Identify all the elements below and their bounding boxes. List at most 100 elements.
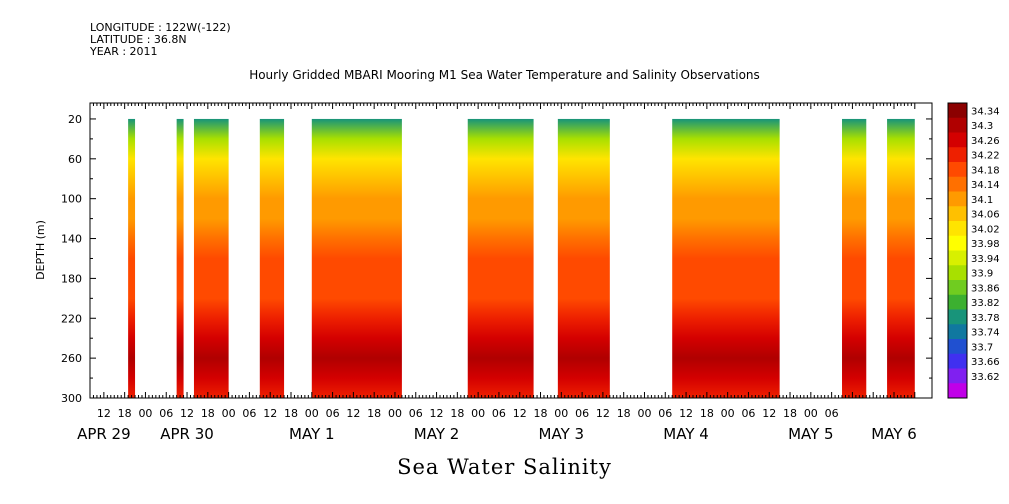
x-tick-label: 06 — [159, 407, 173, 420]
colorbar-swatch — [948, 235, 967, 251]
x-tick-label: 06 — [492, 407, 506, 420]
x-tick-label: 12 — [596, 407, 610, 420]
x-tick-label: 18 — [284, 407, 298, 420]
colorbar-label: 33.98 — [971, 239, 1000, 250]
y-tick-label: 20 — [68, 113, 82, 126]
data-segment — [193, 118, 229, 398]
x-tick-label: 00 — [721, 407, 735, 420]
colorbar-label: 34.02 — [971, 224, 1000, 235]
colorbar-label: 34.3 — [971, 121, 993, 132]
x-tick-label: 00 — [471, 407, 485, 420]
x-tick-label: 18 — [118, 407, 132, 420]
colorbar-swatch — [948, 383, 967, 399]
colorbar-swatch — [948, 353, 967, 369]
colorbar-label: 33.78 — [971, 313, 1000, 324]
x-tick-label: 12 — [430, 407, 444, 420]
colorbar-swatch — [948, 309, 967, 325]
colorbar-swatch — [948, 324, 967, 340]
x-tick-label: 12 — [97, 407, 111, 420]
x-tick-label: 12 — [679, 407, 693, 420]
colorbar-swatch — [948, 206, 967, 222]
data-segment — [259, 118, 285, 398]
colorbar-label: 33.74 — [971, 328, 1000, 339]
colorbar-swatch — [948, 250, 967, 266]
x-tick-label: 18 — [783, 407, 797, 420]
colorbar-label: 33.66 — [971, 357, 1000, 368]
x-ticks-group: 12 18 00 06 12 18 00 06 12 18 00 06 12 18 00 06 12 18 00 06… — [77, 103, 917, 443]
date-label: APR 30 — [160, 425, 214, 443]
data-segment — [672, 118, 780, 398]
colorbar-label: 33.82 — [971, 298, 1000, 309]
y-tick-label: 100 — [61, 193, 82, 206]
colorbar-label: 34.1 — [971, 195, 993, 206]
colorbar-swatch — [948, 280, 967, 296]
colorbar-label: 33.94 — [971, 254, 1000, 265]
data-segment — [557, 118, 610, 398]
data-segment — [842, 118, 867, 398]
x-tick-label: 12 — [263, 407, 277, 420]
x-tick-label: 18 — [367, 407, 381, 420]
colorbar-swatch — [948, 132, 967, 148]
colorbar-label: 34.22 — [971, 151, 1000, 162]
data-segments-group — [128, 118, 915, 398]
colorbar-label: 33.7 — [971, 342, 993, 353]
x-tick-label: 12 — [180, 407, 194, 420]
colorbar-label: 34.06 — [971, 210, 1000, 221]
date-label: MAY 1 — [289, 425, 335, 443]
colorbar-label: 34.18 — [971, 165, 1000, 176]
y-tick-label: 60 — [68, 153, 82, 166]
y-tick-label: 220 — [61, 312, 82, 325]
data-segment — [311, 118, 402, 398]
colorbar-swatch — [948, 339, 967, 355]
x-tick-label: 18 — [534, 407, 548, 420]
header-metadata: LONGITUDE : 122W(-122) LATITUDE : 36.8N … — [90, 22, 231, 58]
x-tick-label: 12 — [762, 407, 776, 420]
colorbar-swatch — [948, 368, 967, 384]
x-tick-label: 18 — [201, 407, 215, 420]
data-segment — [128, 118, 136, 398]
chart-title: Hourly Gridded MBARI Mooring M1 Sea Wate… — [249, 68, 760, 82]
x-tick-label: 06 — [741, 407, 755, 420]
y-tick-label: 300 — [61, 392, 82, 405]
x-tick-label: 06 — [658, 407, 672, 420]
colorbar-frame — [947, 102, 968, 399]
data-segment — [176, 118, 184, 398]
x-tick-label: 00 — [305, 407, 319, 420]
x-tick-label: 18 — [700, 407, 714, 420]
longitude-label: LONGITUDE : 122W(-122) — [90, 21, 231, 34]
date-label: MAY 2 — [414, 425, 460, 443]
x-tick-label: 00 — [804, 407, 818, 420]
colorbar-swatch — [948, 103, 967, 119]
y-axis-label: DEPTH (m) — [34, 220, 47, 280]
latitude-label: LATITUDE : 36.8N — [90, 33, 187, 46]
x-tick-label: 06 — [575, 407, 589, 420]
x-tick-label: 00 — [222, 407, 236, 420]
colorbar-swatch — [948, 265, 967, 281]
colorbar-swatch — [948, 221, 967, 237]
x-tick-label: 18 — [617, 407, 631, 420]
date-label: MAY 4 — [663, 425, 709, 443]
colorbar-label: 34.34 — [971, 106, 1000, 117]
data-segment — [467, 118, 534, 398]
x-tick-label: 12 — [513, 407, 527, 420]
date-label: APR 29 — [77, 425, 131, 443]
x-tick-label: 00 — [388, 407, 402, 420]
date-label: MAY 3 — [539, 425, 585, 443]
colorbar-label: 34.26 — [971, 136, 1000, 147]
x-tick-label: 06 — [242, 407, 256, 420]
x-tick-label: 00 — [637, 407, 651, 420]
colorbar-swatch — [948, 191, 967, 207]
colorbar-swatch — [948, 147, 967, 163]
axes-group — [89, 102, 933, 399]
y-ticks-group: 20 60 100 140 180 220 260 300 — [61, 113, 932, 405]
colorbar-swatch — [948, 117, 967, 133]
colorbar-swatch — [948, 162, 967, 178]
x-tick-label: 06 — [326, 407, 340, 420]
x-tick-label: 06 — [825, 407, 839, 420]
date-label: MAY 6 — [871, 425, 917, 443]
x-tick-label: 00 — [554, 407, 568, 420]
data-segment — [887, 118, 915, 398]
x-tick-label: 06 — [409, 407, 423, 420]
colorbar-label: 33.9 — [971, 269, 993, 280]
